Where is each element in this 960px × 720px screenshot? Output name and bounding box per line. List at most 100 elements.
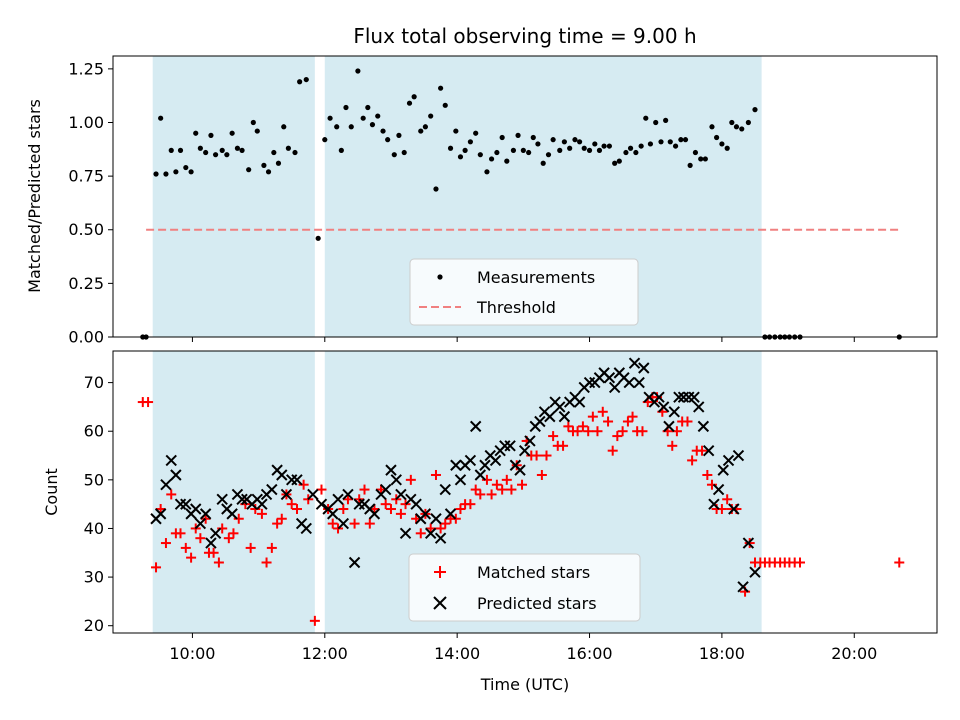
predicted-star-point [327, 508, 339, 520]
measurement-point [391, 152, 397, 158]
predicted-star-point [337, 517, 350, 530]
matched-star-point [548, 431, 559, 442]
matched-star-point [333, 523, 344, 534]
measurement-point [338, 147, 344, 153]
matched-star-point [272, 518, 283, 529]
measurement-point [545, 152, 552, 158]
measurement-point [633, 149, 639, 156]
measurement-point [557, 147, 563, 153]
measurement-point [188, 169, 194, 175]
predicted-star-point [623, 376, 635, 389]
matched-star-point [603, 416, 614, 427]
measurement-point [702, 156, 708, 162]
measurement-point [343, 104, 349, 111]
measurement-point [250, 119, 256, 126]
top-y-axis-label: Matched/Predicted stars [25, 99, 44, 293]
predicted-star-point [489, 454, 502, 467]
matched-star-point [687, 455, 698, 466]
matched-star-point [354, 494, 365, 505]
predicted-star-point [390, 474, 402, 486]
matched-star-point [541, 450, 552, 461]
matched-star-point [470, 484, 481, 495]
predicted-star-point [348, 556, 361, 569]
matched-stars-legend-marker [434, 566, 446, 578]
predicted-star-point [439, 483, 451, 496]
measurement-point [606, 143, 612, 149]
matched-star-point [233, 513, 244, 524]
matched-star-point [481, 474, 492, 485]
measurement-point [265, 169, 272, 175]
matched-star-point [186, 552, 197, 563]
predicted-star-point [180, 498, 192, 510]
measurement-point [406, 100, 413, 106]
predicted-star-point [732, 449, 745, 462]
predicted-star-point [236, 493, 248, 506]
measurement-point [438, 85, 444, 91]
measurement-point [234, 145, 241, 151]
bottom-y-axis-label: Count [42, 468, 61, 516]
bottom-x-tick-label: 18:00 [699, 644, 745, 663]
bottom-x-tick-label: 10:00 [169, 644, 215, 663]
matched-star-point [430, 469, 441, 480]
top-legend-box [409, 258, 639, 326]
measurement-point [682, 137, 689, 143]
top-y-tick-label: 0.75 [68, 167, 104, 186]
measurement-point [193, 130, 199, 136]
matched-star-point [261, 557, 272, 568]
predicted-star-point [628, 357, 641, 369]
measurement-point [504, 158, 510, 164]
measurement-point [752, 107, 758, 113]
predicted-star-point [410, 498, 422, 510]
measurement-point [285, 145, 291, 151]
measurement-point [612, 160, 618, 166]
measurement-point [224, 152, 230, 158]
predicted-star-point [450, 459, 462, 471]
matched-star-point [213, 557, 224, 568]
measurement-point [561, 139, 567, 145]
measurement-point [499, 134, 505, 141]
matched-star-point [475, 489, 486, 500]
measurement-point [515, 132, 521, 138]
predicted-star-point [444, 508, 457, 520]
predicted-star-point [276, 469, 288, 481]
bottom-y-tick-label: 60 [84, 422, 104, 441]
matched-star-point [349, 518, 360, 529]
predicted-star-point [160, 478, 172, 491]
measurement-point [275, 160, 282, 166]
matched-star-point [531, 450, 542, 461]
measurement-point [535, 141, 541, 147]
top-y-ticks: 0.00 0.25 0.50 0.75 1.00 1.25 [68, 59, 113, 347]
matched-star-point [450, 513, 461, 524]
measurement-point [173, 169, 179, 175]
measurement-point [327, 115, 333, 121]
bottom-legend: Matched stars Predicted stars [408, 553, 641, 622]
matched-star-point [722, 494, 733, 505]
predicted-star-point [534, 415, 546, 428]
matched-star-point [894, 557, 905, 568]
measurement-point [163, 171, 169, 177]
predicted-star-point [663, 420, 675, 433]
predicted-star-point [194, 517, 207, 530]
predicted-star-point [638, 362, 650, 374]
matched-star-point [155, 504, 166, 515]
measurement-point [663, 117, 669, 123]
top-y-tick-label: 1.00 [68, 113, 104, 132]
matched-star-point [286, 499, 297, 510]
predicted-star-point [608, 381, 621, 394]
matched-star-point [395, 508, 406, 519]
measurement-point [462, 147, 468, 153]
measurement-point [530, 134, 536, 141]
measurement-point [653, 119, 659, 126]
measurements-legend-label: Measurements [477, 268, 595, 287]
predicted-star-point [280, 488, 293, 501]
top-observing-window-0 [152, 56, 315, 337]
matched-star-point [180, 542, 191, 553]
matched-star-point [465, 499, 476, 510]
predicted-star-point [216, 493, 228, 506]
measurement-point [297, 79, 303, 85]
predicted-star-point [558, 410, 571, 423]
measurement-point [473, 130, 479, 136]
bottom-legend-box [408, 553, 641, 622]
bottom-y-tick-label: 50 [84, 470, 104, 489]
measurement-point [239, 147, 245, 153]
